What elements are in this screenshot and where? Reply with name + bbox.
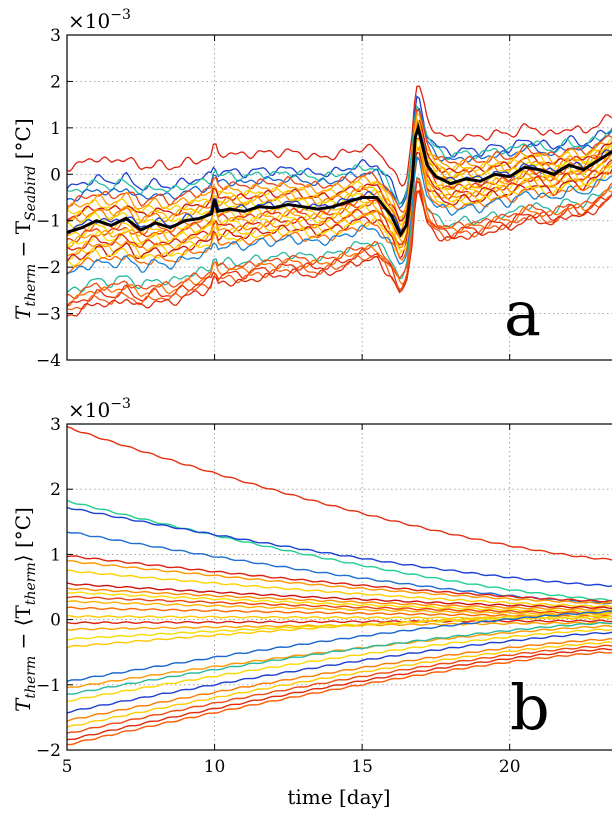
series-line	[66, 108, 612, 213]
series-line	[66, 180, 612, 307]
panel-b-series	[66, 425, 612, 746]
series-line	[66, 611, 612, 649]
series-line	[66, 587, 612, 612]
y-tick-label: 0	[50, 165, 61, 185]
series-line	[66, 155, 612, 275]
series-line	[66, 136, 612, 238]
series-line	[66, 569, 612, 608]
panel-b-ylabel: Ttherm − ⟨Ttherm⟩ [°C]	[11, 507, 39, 712]
panel-a-scale-label: ×10−3	[68, 7, 131, 33]
y-tick-label: −2	[36, 258, 61, 278]
series-line	[66, 129, 612, 235]
y-tick-label: −2	[36, 741, 61, 761]
panel-b-frame	[66, 423, 612, 751]
y-tick-label: 2	[50, 480, 61, 500]
series-line	[66, 631, 612, 714]
x-tick-label: 5	[62, 757, 73, 777]
panel-a-series	[66, 85, 612, 317]
series-line	[66, 606, 612, 618]
series-line	[66, 179, 612, 308]
series-line	[66, 118, 612, 225]
series-line	[66, 637, 612, 723]
series-line	[66, 610, 612, 683]
series-line	[66, 559, 612, 605]
y-tick-label: −1	[36, 676, 61, 696]
panel-a-letter: a	[504, 277, 541, 350]
series-line	[66, 85, 612, 187]
series-line	[66, 138, 612, 249]
series-line	[66, 647, 612, 741]
series-line	[66, 189, 612, 311]
series-line	[66, 641, 612, 728]
y-tick-label: 3	[50, 415, 61, 435]
series-line	[66, 644, 612, 734]
y-tick-label: −4	[36, 351, 61, 371]
series-line	[66, 178, 612, 300]
y-tick-label: 1	[50, 545, 61, 565]
panel-a-ylabel: Ttherm − TSeabird [°C]	[11, 118, 39, 320]
series-line	[66, 176, 612, 293]
mean-series-line	[66, 122, 612, 238]
series-line	[67, 628, 612, 702]
panel-b-ticks: 5 10 15 20 −2 −1 0 1 2 3	[36, 415, 521, 777]
series-line	[66, 506, 612, 588]
series-line	[66, 95, 612, 206]
panel-a: −4 −3 −2 −1 0 1 2 3 ×10−3 Ttherm − TSeabird [°C…	[11, 7, 612, 371]
series-line	[66, 499, 612, 602]
x-tick-label: 20	[499, 757, 521, 777]
series-line	[66, 555, 612, 603]
panel-b: 5 10 15 20 −2 −1 0 1 2 3 ×10−3 Ttherm − ⟨Ttherm⟩ …	[11, 396, 612, 809]
panel-a-grid	[66, 35, 612, 360]
y-tick-label: 2	[50, 72, 61, 92]
series-line	[66, 156, 612, 274]
series-line	[66, 112, 612, 222]
series-line	[66, 145, 612, 260]
series-line	[66, 591, 612, 613]
series-line	[66, 151, 612, 263]
series-line	[66, 138, 612, 249]
x-tick-label: 10	[204, 757, 226, 777]
series-line	[66, 582, 612, 610]
series-line	[66, 104, 612, 205]
x-axis-label: time [day]	[287, 785, 390, 809]
y-tick-label: 3	[50, 26, 61, 46]
y-tick-label: 0	[50, 611, 61, 631]
panel-a-frame	[66, 34, 612, 361]
y-tick-label: 1	[50, 119, 61, 139]
series-line	[66, 125, 612, 231]
panel-a-ticks: −4 −3 −2 −1 0 1 2 3	[36, 26, 511, 371]
series-line	[66, 621, 612, 695]
series-line	[66, 189, 612, 317]
series-line	[66, 425, 612, 561]
y-tick-label: −1	[36, 212, 61, 232]
series-line	[66, 651, 612, 746]
panel-b-letter: b	[510, 671, 550, 744]
y-tick-label: −3	[36, 305, 61, 325]
series-line	[66, 624, 612, 688]
panel-b-scale-label: ×10−3	[68, 396, 131, 422]
series-line	[66, 619, 612, 625]
series-line	[66, 600, 612, 616]
series-line	[66, 595, 612, 615]
series-line	[66, 154, 612, 267]
x-tick-label: 15	[351, 757, 373, 777]
